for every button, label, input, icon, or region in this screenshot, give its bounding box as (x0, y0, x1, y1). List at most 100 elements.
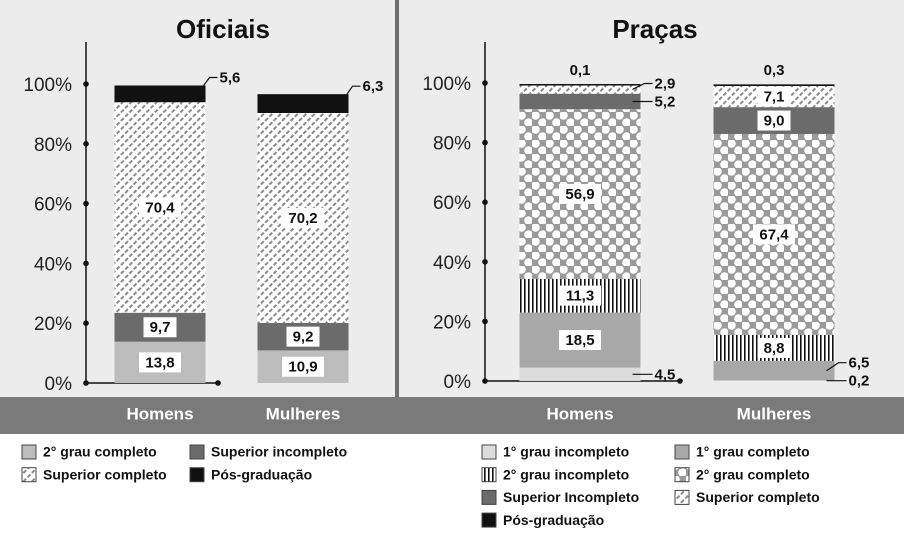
legend-label: 2° grau incompleto (503, 466, 629, 482)
bar-segment (713, 361, 835, 381)
legend-label: Superior completo (43, 466, 167, 482)
value-label: 70,4 (145, 199, 175, 216)
value-label-box (559, 285, 601, 306)
value-label-box (757, 86, 791, 107)
y-tick-mark (83, 200, 89, 207)
x-tick-label: Homens (546, 404, 613, 423)
legend-label: Superior completo (696, 489, 820, 505)
y-tick-label: 80% (433, 134, 471, 155)
value-label: 13,8 (145, 354, 174, 371)
y-tick-label: 80% (34, 135, 72, 156)
y-tick-mark (83, 260, 89, 267)
value-label: 10,9 (288, 359, 317, 376)
value-label-box (753, 224, 795, 245)
y-tick-label: 20% (34, 314, 72, 335)
value-label-box (559, 184, 601, 205)
bar-segment (713, 380, 835, 381)
value-label-box (286, 326, 320, 347)
y-tick-label: 100% (422, 74, 471, 95)
legend-swatch (481, 467, 497, 483)
value-label-box (757, 337, 791, 358)
legend-swatch (674, 444, 690, 460)
legend-swatch (674, 489, 690, 505)
legend-label: Superior Incompleto (503, 489, 639, 505)
value-label: 0,2 (849, 373, 870, 390)
value-label: 6,3 (363, 78, 384, 95)
bar-segment (519, 85, 641, 94)
value-label: 4,5 (655, 366, 676, 383)
legend-swatch (481, 512, 497, 528)
y-tick-label: 60% (34, 195, 72, 216)
value-label: 0,3 (764, 62, 785, 79)
bar-segment (257, 94, 349, 114)
x-tick-label: Mulheres (737, 404, 812, 423)
value-label: 18,5 (565, 332, 594, 349)
value-label-box (143, 317, 177, 338)
value-label: 67,4 (759, 226, 789, 243)
legend-label: 1° grau completo (696, 444, 810, 460)
y-tick-mark (482, 80, 488, 86)
legend-label: Pós-graduação (211, 466, 312, 482)
legend-label: 2° grau completo (696, 466, 810, 482)
legend-swatch (189, 467, 205, 483)
y-tick-mark (482, 378, 488, 384)
y-tick-label: 20% (433, 312, 471, 333)
legend-label: 2° grau completo (43, 444, 157, 460)
value-label: 9,2 (293, 329, 314, 346)
legend-swatch (674, 467, 690, 483)
value-label: 5,6 (220, 69, 241, 86)
y-tick-mark (482, 318, 488, 325)
value-label: 70,2 (288, 210, 317, 227)
value-label: 9,7 (150, 319, 171, 336)
chart-title: Praças (612, 14, 697, 44)
legend-swatch (481, 444, 497, 460)
value-label-box (757, 110, 791, 131)
y-tick-mark (83, 320, 89, 327)
y-tick-label: 0% (45, 374, 73, 395)
y-tick-mark (83, 81, 89, 87)
legend-label: 1° grau incompleto (503, 444, 629, 460)
value-label-box (282, 356, 324, 377)
y-tick-mark (482, 139, 488, 146)
leader-line (632, 82, 653, 90)
legend-swatch (21, 467, 37, 483)
y-tick-label: 60% (433, 193, 471, 214)
y-tick-mark (482, 199, 488, 205)
chart-title: Oficiais (176, 14, 270, 44)
axis-end-dot (215, 380, 221, 386)
value-label: 9,0 (764, 113, 785, 130)
y-tick-label: 40% (34, 254, 72, 275)
legend-swatch (21, 444, 37, 460)
y-tick-mark (83, 141, 89, 147)
legend-swatch (189, 444, 205, 460)
bar-segment (519, 367, 641, 381)
bar-segment (519, 93, 641, 110)
axis-end-dot (677, 378, 683, 384)
value-label: 8,8 (764, 340, 785, 357)
value-label: 6,5 (849, 355, 870, 372)
value-label-box (139, 352, 181, 373)
leader-line (826, 362, 847, 372)
value-label-box (559, 330, 601, 351)
legend-label: Superior incompleto (211, 444, 347, 460)
y-tick-label: 0% (444, 372, 472, 393)
value-label: 11,3 (566, 288, 594, 305)
x-tick-label: Homens (126, 404, 193, 423)
value-label: 7,1 (764, 89, 785, 106)
value-label-box (282, 207, 324, 228)
y-tick-label: 100% (23, 75, 72, 96)
y-tick-mark (482, 259, 488, 265)
legend-label: Pós-graduação (503, 512, 604, 528)
value-label: 2,9 (655, 75, 676, 92)
category-band (0, 397, 904, 434)
legend-swatch (481, 489, 497, 505)
leader-line (340, 85, 361, 104)
panel-divider (395, 0, 399, 397)
y-tick-mark (83, 380, 89, 386)
bar-segment (114, 85, 206, 103)
y-tick-label: 40% (433, 253, 471, 274)
value-label-box (139, 197, 181, 218)
x-tick-label: Mulheres (266, 404, 341, 423)
value-label: 56,9 (565, 186, 594, 203)
